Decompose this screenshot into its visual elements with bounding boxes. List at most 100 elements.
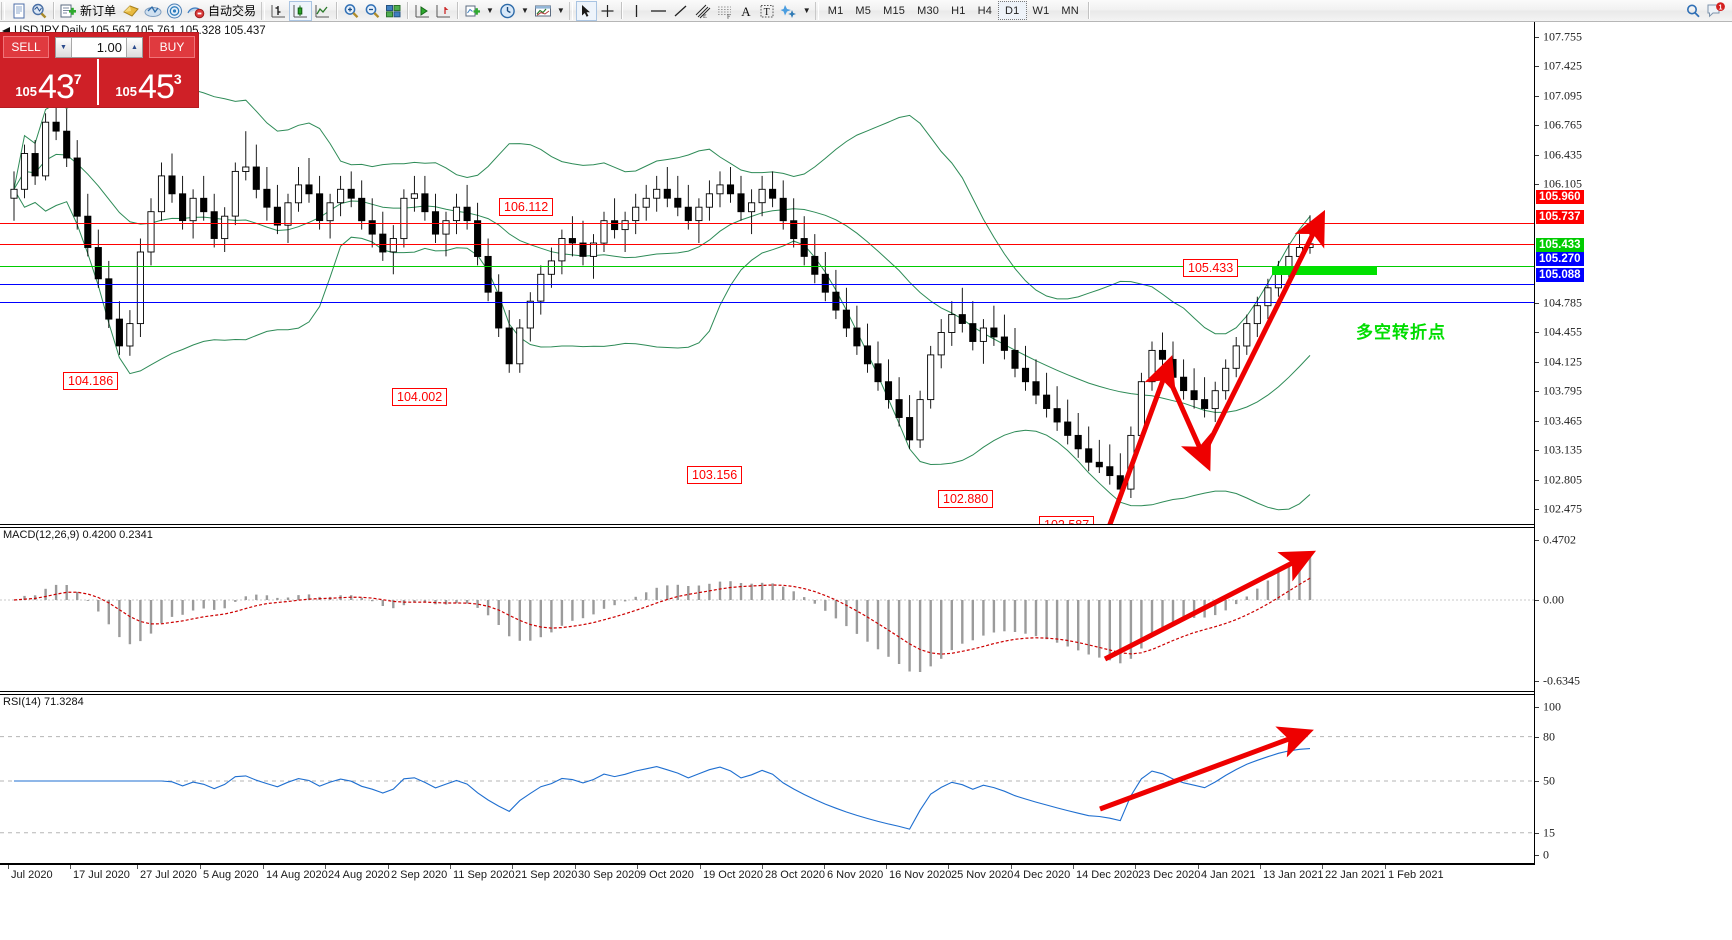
text-icon[interactable]: A xyxy=(736,1,757,21)
chart-area[interactable]: USDJPY,Daily 105.567 105.761 105.328 105… xyxy=(0,22,1732,940)
one-click-trading-panel[interactable]: SELL ▼ 1.00 ▲ BUY 105 43 7 105 45 3 xyxy=(0,33,198,107)
price-note-104186[interactable]: 104.186 xyxy=(63,372,119,390)
sell-price-display[interactable]: 105 43 7 xyxy=(0,59,99,105)
buy-button[interactable]: BUY xyxy=(149,36,195,58)
toolbar-grip-2[interactable] xyxy=(261,1,266,20)
price-note-102880[interactable]: 102.880 xyxy=(938,490,994,508)
time-axis-label: 5 Aug 2020 xyxy=(203,869,259,881)
price-pane[interactable]: 104.186 106.112 104.002 103.156 102.880 … xyxy=(0,22,1732,524)
new-chart-icon[interactable] xyxy=(8,1,29,21)
indicators-icon[interactable] xyxy=(462,1,483,21)
rsi-axis[interactable]: 100 80 50 15 0 xyxy=(1534,691,1732,865)
timeframe-mn[interactable]: MN xyxy=(1061,4,1079,17)
chevron-down-icon[interactable]: ▼ xyxy=(486,6,494,15)
hline-105737[interactable] xyxy=(0,244,1534,245)
crosshair-icon[interactable] xyxy=(597,1,618,21)
rsi-pane[interactable]: RSI(14) 71.3284 100 80 50 15 0 xyxy=(0,691,1732,865)
chevron-down-icon-3[interactable]: ▼ xyxy=(556,6,565,15)
green-highlight-marker[interactable] xyxy=(1272,266,1377,275)
navigator-icon[interactable] xyxy=(164,1,185,21)
rsi-tick-mark xyxy=(1535,781,1539,782)
price-note-103156[interactable]: 103.156 xyxy=(687,466,743,484)
chevron-down-icon-4[interactable]: ▼ xyxy=(802,6,811,15)
data-center-icon[interactable] xyxy=(142,1,164,21)
chevron-down-icon-2[interactable]: ▼ xyxy=(520,6,529,15)
trendline-icon[interactable] xyxy=(670,1,691,21)
hline-105960[interactable] xyxy=(0,223,1534,224)
price-tick-label: 104.455 xyxy=(1543,324,1582,339)
price-level-tag-105270[interactable]: 105.270 xyxy=(1536,252,1584,267)
equidistant-channel-icon[interactable]: E xyxy=(691,1,714,21)
rsi-plot[interactable] xyxy=(0,691,1534,865)
alerts-icon[interactable]: 1 xyxy=(1704,1,1728,21)
timeframe-d1[interactable]: D1 xyxy=(998,1,1027,20)
timeframe-m5[interactable]: M5 xyxy=(855,4,872,17)
chinese-annotation-turning-point[interactable]: 多空转折点 xyxy=(1356,323,1446,343)
vertical-line-icon[interactable] xyxy=(626,1,647,21)
text-label-icon[interactable]: T xyxy=(757,1,778,21)
time-axis-label: 6 Nov 2020 xyxy=(827,869,884,881)
hline-105270[interactable] xyxy=(0,284,1534,285)
price-level-tag-105433[interactable]: 105.433 xyxy=(1536,237,1584,252)
macd-tick-mark xyxy=(1535,540,1539,541)
timeframe-m15[interactable]: M15 xyxy=(883,4,906,17)
time-axis-label: 4 Jan 2021 xyxy=(1201,869,1256,881)
toolbar-grip-3[interactable] xyxy=(568,1,573,20)
zoom-out-icon[interactable] xyxy=(362,1,383,21)
macd-pane[interactable]: MACD(12,26,9) 0.4200 0.2341 0.4702 0.00 -0… xyxy=(0,524,1732,691)
volume-value[interactable]: 1.00 xyxy=(96,39,122,55)
buy-price-display[interactable]: 105 45 3 xyxy=(99,59,198,105)
toolbar-grip[interactable] xyxy=(1,1,5,20)
buy-price-prefix: 105 xyxy=(115,84,138,99)
timeframe-w1[interactable]: W1 xyxy=(1032,4,1050,17)
price-note-106112[interactable]: 106.112 xyxy=(499,198,554,216)
templates-icon[interactable] xyxy=(532,1,554,21)
zoom-in-icon[interactable] xyxy=(341,1,362,21)
shapes-icon[interactable] xyxy=(778,1,800,21)
cursor-icon[interactable] xyxy=(575,0,597,21)
price-level-tag-105737[interactable]: 105.737 xyxy=(1536,210,1584,225)
price-note-102587[interactable]: 102.587 xyxy=(1039,516,1095,524)
price-plot[interactable]: 104.186 106.112 104.002 103.156 102.880 … xyxy=(0,22,1534,524)
autotrading-label[interactable]: 自动交易 xyxy=(208,4,257,18)
bar-chart-icon[interactable] xyxy=(268,1,289,21)
macd-axis[interactable]: 0.4702 0.00 -0.6345 xyxy=(1534,524,1732,691)
toolbar-grip-4[interactable] xyxy=(814,1,819,20)
search-icon[interactable] xyxy=(1683,1,1704,21)
volume-increase-icon[interactable]: ▲ xyxy=(126,37,142,57)
fibonacci-icon[interactable]: F xyxy=(714,1,736,21)
time-axis[interactable]: Jul 2020 17 Jul 2020 27 Jul 2020 5 Aug 2020… xyxy=(0,865,1732,940)
timeframe-m30[interactable]: M30 xyxy=(917,4,940,17)
price-tick-mark xyxy=(1535,479,1539,481)
autotrading-icon[interactable] xyxy=(185,1,207,21)
hline-105088[interactable] xyxy=(0,302,1534,303)
candlestick-chart-icon[interactable] xyxy=(289,0,313,21)
sell-button[interactable]: SELL xyxy=(3,36,49,58)
macd-plot[interactable] xyxy=(0,524,1534,691)
price-note-105433[interactable]: 105.433 xyxy=(1183,259,1239,277)
line-chart-icon[interactable] xyxy=(312,1,333,21)
price-tick-mark xyxy=(1535,154,1539,156)
chart-shift-icon[interactable] xyxy=(433,1,454,21)
expert-advisor-icon[interactable] xyxy=(120,1,142,21)
timeframe-m1[interactable]: M1 xyxy=(827,4,844,17)
price-axis[interactable]: 107.755 107.425 107.095 106.765 106.435 106.1… xyxy=(1534,22,1732,524)
volume-stepper[interactable]: ▼ 1.00 ▲ xyxy=(55,36,143,58)
price-note-104002[interactable]: 104.002 xyxy=(392,388,448,406)
auto-scroll-icon[interactable] xyxy=(412,1,433,21)
new-order-label[interactable]: 新订单 xyxy=(80,4,117,18)
timeframe-h4[interactable]: H4 xyxy=(977,4,993,17)
price-level-tag-105960[interactable]: 105.960 xyxy=(1536,190,1584,205)
price-level-tag-105088[interactable]: 105.088 xyxy=(1536,268,1584,283)
timeframe-h1[interactable]: H1 xyxy=(951,4,966,17)
volume-decrease-icon[interactable]: ▼ xyxy=(56,37,72,57)
period-icon[interactable] xyxy=(497,1,518,21)
price-tick-label: 103.135 xyxy=(1543,442,1582,457)
time-axis-label: 21 Sep 2020 xyxy=(515,869,578,881)
tile-windows-icon[interactable] xyxy=(383,1,404,21)
macd-histogram-svg xyxy=(0,553,1534,672)
horizontal-line-icon[interactable] xyxy=(647,1,670,21)
hline-105433[interactable] xyxy=(0,266,1534,267)
market-watch-icon[interactable] xyxy=(29,1,50,21)
new-order-icon[interactable] xyxy=(58,1,79,21)
